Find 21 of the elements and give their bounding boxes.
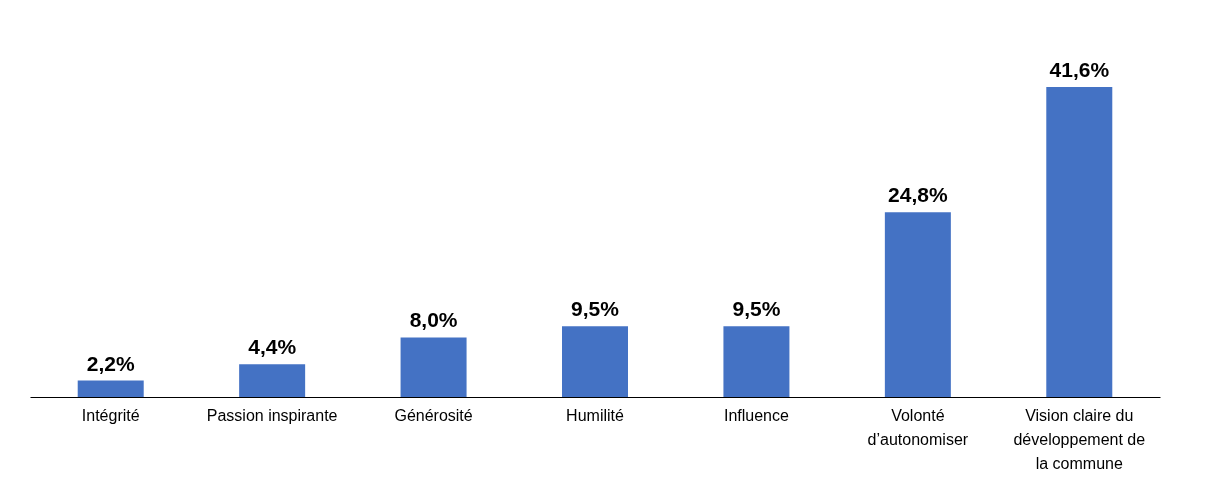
- x-tick-label: Vision claire du développement de la commune: [1013, 406, 1146, 472]
- bar: [400, 337, 467, 397]
- data-label: 4,4%: [248, 335, 297, 359]
- bar: [562, 326, 628, 397]
- data-label: 41,6%: [1049, 58, 1110, 81]
- data-label: 8,0%: [409, 308, 458, 332]
- data-label: 9,5%: [571, 297, 620, 321]
- bar: [77, 380, 144, 397]
- x-tick-label: Influence: [723, 406, 789, 424]
- bar: [239, 364, 306, 397]
- bar: [884, 212, 951, 397]
- data-label: 24,8%: [888, 183, 948, 207]
- x-tick-label: Générosité: [394, 406, 473, 424]
- bar: [1046, 87, 1113, 397]
- x-tick-label: Humilité: [566, 406, 624, 424]
- x-tick-label: Volonté d’autonomiser: [867, 406, 969, 448]
- x-tick-label: Passion inspirante: [206, 406, 338, 424]
- data-label: 9,5%: [732, 297, 781, 321]
- x-tick-label: Intégrité: [81, 406, 140, 424]
- bar: [723, 326, 790, 397]
- data-label: 2,2%: [86, 351, 135, 375]
